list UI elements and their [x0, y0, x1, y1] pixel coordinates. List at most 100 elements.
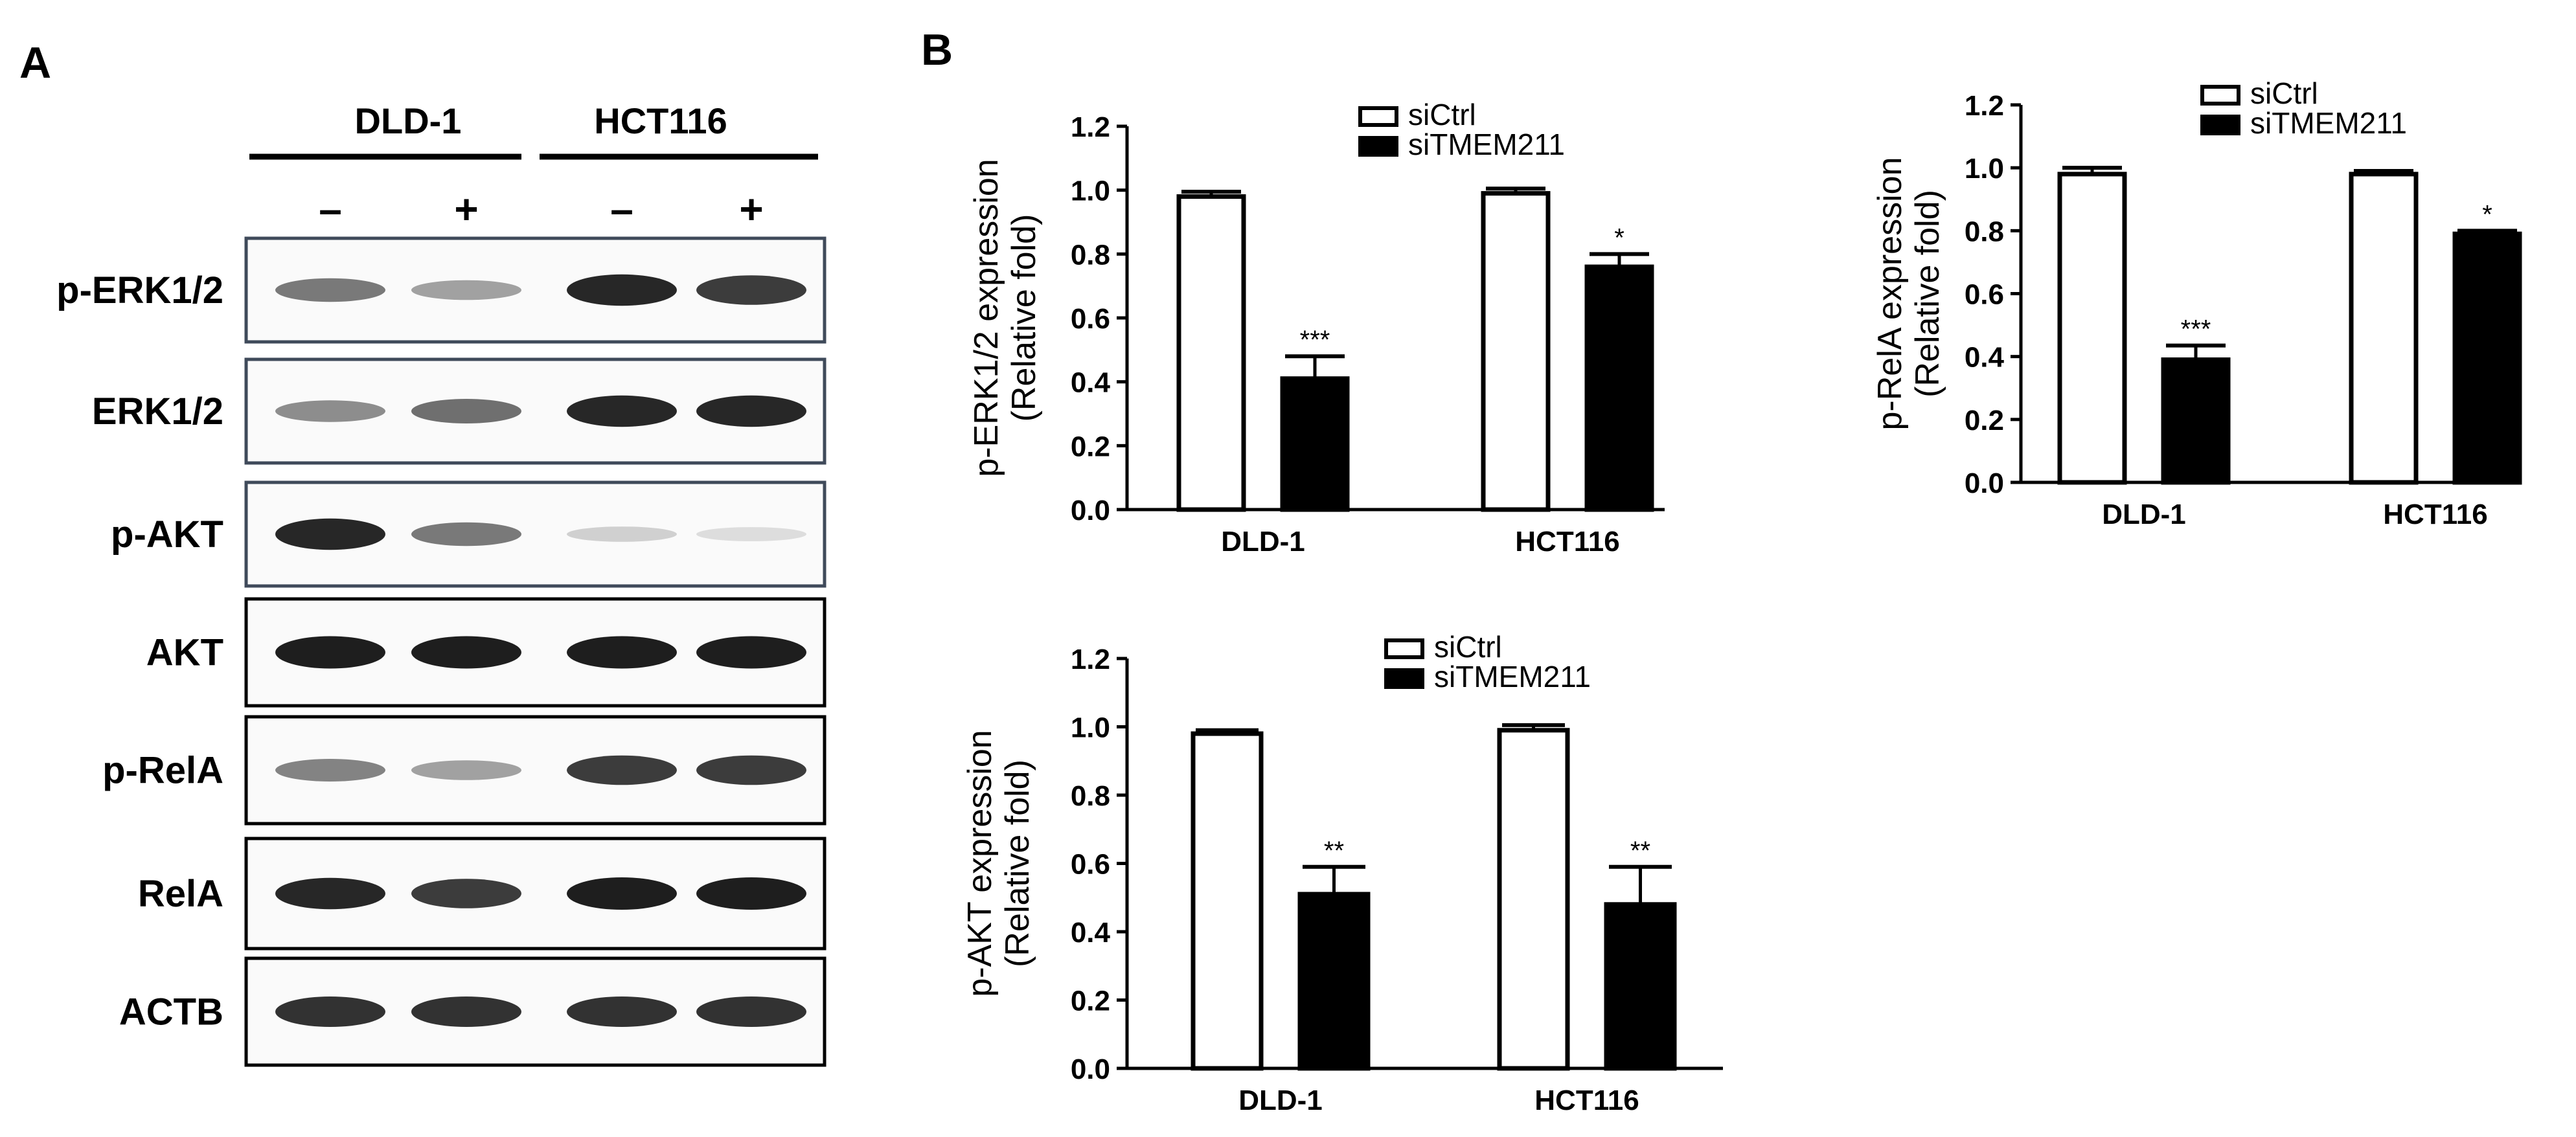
legend-label: siTMEM211 — [1434, 660, 1591, 693]
y-tick-label: 0.8 — [1071, 780, 1110, 812]
y-tick-label: 1.0 — [1071, 175, 1110, 207]
blot-band — [696, 395, 806, 427]
y-tick-label: 0.2 — [1965, 405, 2004, 436]
bar-sictrl — [2349, 172, 2419, 485]
panel-a-western-blot: A DLD-1 HCT116 – + – + p-ERK1/2 ERK1/2 p-AKT A… — [19, 38, 826, 1067]
blot-row-akt: AKT — [146, 597, 826, 708]
y-tick-label: 0.0 — [1965, 467, 2004, 499]
bar-sitmem211 — [2161, 357, 2231, 485]
significance-marker: * — [2482, 200, 2492, 229]
blot-band — [567, 877, 677, 910]
y-axis-label-line2: (Relative fold) — [999, 760, 1036, 967]
y-tick-label: 0.6 — [1965, 279, 2004, 311]
y-tick-label: 0.8 — [1965, 216, 2004, 247]
bar-sitmem211 — [1280, 376, 1350, 512]
treatment-labels: – + – + — [319, 186, 763, 232]
blot-band — [411, 399, 521, 423]
y-tick-label: 0.6 — [1071, 303, 1110, 335]
blot-label: ACTB — [119, 991, 223, 1033]
y-tick-label: 0.2 — [1071, 431, 1110, 462]
legend-swatch — [1358, 136, 1398, 157]
blot-band — [275, 996, 385, 1027]
x-tick-label: HCT116 — [2383, 499, 2487, 530]
legend-swatch — [1384, 638, 1424, 659]
legend-swatch — [2200, 115, 2240, 135]
bar-sitmem211 — [1604, 902, 1677, 1071]
y-tick-label: 0.4 — [1071, 367, 1111, 399]
significance-marker: ** — [1324, 837, 1344, 865]
y-tick-label: 1.2 — [1965, 90, 2004, 122]
x-tick-label: DLD-1 — [1238, 1085, 1323, 1116]
blot-band — [567, 395, 677, 427]
y-tick-label: 1.0 — [1965, 153, 2004, 185]
blot-label: p-AKT — [111, 513, 223, 556]
legend-label: siCtrl — [1408, 98, 1476, 131]
legend-label: siCtrl — [1434, 630, 1502, 664]
y-axis-label-line2: (Relative fold) — [1005, 214, 1043, 422]
y-tick-label: 0.6 — [1071, 849, 1110, 881]
blot-band — [411, 879, 521, 908]
blot-band — [275, 759, 385, 782]
bar-sitmem211 — [2452, 231, 2522, 485]
bar-sictrl — [1481, 191, 1551, 512]
blot-band — [696, 275, 806, 305]
cell-line-dld1-label: DLD-1 — [355, 100, 462, 141]
blot-label: p-RelA — [102, 750, 223, 792]
y-tick-label: 1.2 — [1071, 111, 1110, 143]
y-tick-label: 0.0 — [1071, 495, 1110, 526]
blot-band — [275, 400, 385, 422]
blot-label: AKT — [146, 632, 223, 674]
blot-row-actb: ACTB — [119, 956, 826, 1067]
y-tick-label: 0.4 — [1965, 342, 2005, 374]
blot-label: ERK1/2 — [92, 390, 223, 433]
bar-sictrl — [1497, 728, 1570, 1071]
x-tick-label: HCT116 — [1515, 526, 1619, 557]
blot-row-erk1-2: ERK1/2 — [92, 357, 826, 465]
blot-row-rela: RelA — [138, 837, 826, 951]
panel-a-letter: A — [19, 38, 51, 87]
chart-p-erk-expression: 0.0 0.2 0.4 0.6 0.8 1.0 1.2 p-ERK1/2 expression… — [968, 98, 1665, 557]
chart-p-akt-expression: 0.0 0.2 0.4 0.6 0.8 1.0 1.2 p-AKT expression (Re… — [961, 630, 1723, 1116]
blot-label: p-ERK1/2 — [56, 269, 223, 311]
blot-band — [411, 636, 521, 669]
chart-p-rela-expression: 0.0 0.2 0.4 0.6 0.8 1.0 1.2 p-RelA expression (R… — [1871, 76, 2522, 530]
cell-line-hct116-label: HCT116 — [594, 100, 727, 141]
blot-band — [567, 755, 677, 785]
y-tick-label: 1.2 — [1071, 644, 1110, 675]
bar-sictrl — [1176, 194, 1246, 512]
legend-label: siTMEM211 — [1408, 128, 1565, 161]
blot-band — [275, 518, 385, 550]
bar-sictrl — [2057, 172, 2127, 485]
y-tick-label: 0.8 — [1071, 239, 1110, 271]
blot-band — [275, 877, 385, 910]
blot-band — [567, 996, 677, 1027]
y-axis-label: p-AKT expression — [961, 730, 999, 996]
treatment-label-3: – — [610, 186, 633, 232]
blot-band — [696, 877, 806, 910]
panel-b-letter: B — [921, 25, 953, 74]
blot-band — [696, 527, 806, 541]
treatment-label-2: + — [454, 186, 478, 232]
blot-label: RelA — [138, 873, 223, 915]
bar-sictrl — [1191, 731, 1264, 1071]
blot-band — [567, 636, 677, 669]
y-axis-label: p-ERK1/2 expression — [968, 159, 1005, 477]
blot-band — [411, 760, 521, 780]
y-tick-label: 0.0 — [1071, 1053, 1110, 1085]
legend-label: siCtrl — [2250, 76, 2318, 110]
legend-swatch — [2200, 85, 2240, 106]
y-axis-label-line2: (Relative fold) — [1909, 190, 1946, 398]
legend-swatch — [1384, 668, 1424, 689]
treatment-label-4: + — [739, 186, 763, 232]
y-axis-label: p-RelA expression — [1871, 157, 1909, 431]
blot-band — [696, 636, 806, 669]
blot-band — [411, 996, 521, 1027]
significance-marker: ** — [1630, 837, 1650, 865]
panel-b-bar-charts: B 0.0 0.2 0.4 0.6 0.8 1.0 1.2 p-ERK1/2 expressi… — [921, 25, 2522, 1116]
legend-label: siTMEM211 — [2250, 106, 2407, 140]
blot-row-p-akt: p-AKT — [111, 480, 826, 588]
blot-band — [275, 636, 385, 669]
blot-band — [696, 755, 806, 785]
significance-marker: *** — [2181, 315, 2211, 344]
